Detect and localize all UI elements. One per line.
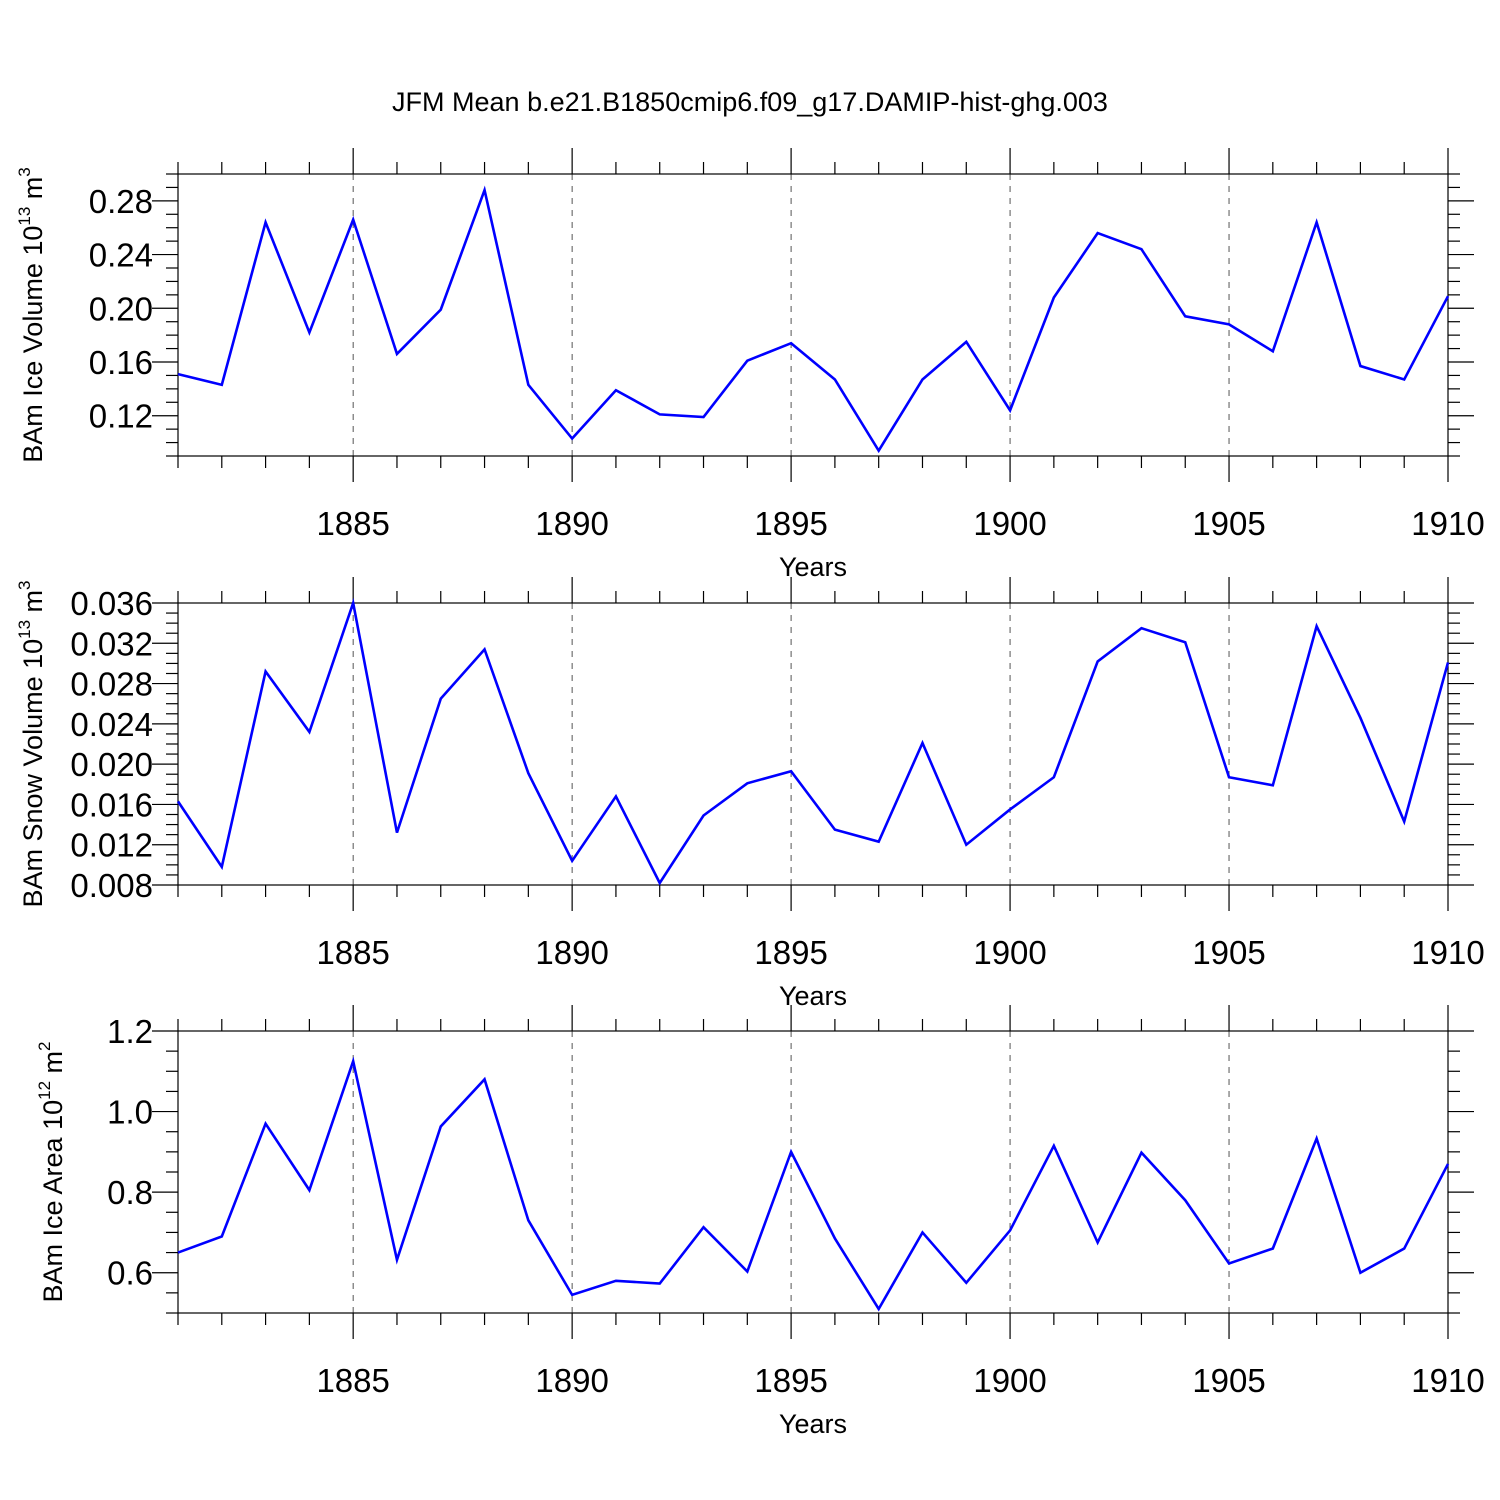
y-axis-title: BAm Snow Volume 1013 m3: [15, 580, 48, 907]
y-tick-label: 0.028: [70, 666, 153, 703]
x-tick-label: 1905: [1192, 505, 1265, 542]
y-tick-label: 0.024: [70, 706, 153, 743]
x-tick-label: 1910: [1411, 505, 1484, 542]
y-axis-title-exp: 12: [35, 1081, 54, 1100]
y-tick-label: 0.28: [89, 183, 153, 220]
y-axis-title-unit-exp: 3: [15, 167, 34, 176]
figure-title: JFM Mean b.e21.B1850cmip6.f09_g17.DAMIP-…: [392, 87, 1108, 117]
plot-frame: [177, 1030, 1449, 1314]
y-axis-title-unit-exp: 2: [35, 1042, 54, 1051]
y-axis-title-main: BAm Ice Area 10: [38, 1100, 68, 1303]
x-tick-label: 1890: [535, 505, 608, 542]
x-tick-label: 1895: [754, 934, 827, 971]
y-axis-title-unit-exp: 3: [15, 580, 34, 589]
plot-frame: [177, 602, 1449, 886]
panel-ice-volume: 0.12 0.16 0.20 0.24 0.28 1885 1890 1895 1900 1905…: [15, 148, 1485, 582]
x-tick-label: 1885: [316, 934, 389, 971]
plot-frame: [177, 173, 1449, 457]
x-tick-label: 1895: [754, 1362, 827, 1399]
y-axis-title-main: BAm Snow Volume 10: [18, 639, 48, 908]
y-tick-label: 0.16: [89, 344, 153, 381]
y-tick-label: 0.6: [107, 1255, 153, 1292]
panel-ice-area: 0.6 0.8 1.0 1.2 1885 1890 1895 1900 1905 1910 Year…: [35, 1005, 1485, 1439]
y-tick-label: 0.036: [70, 585, 153, 622]
x-tick-label: 1910: [1411, 1362, 1484, 1399]
x-tick-label: 1900: [973, 1362, 1046, 1399]
x-tick-label: 1900: [973, 505, 1046, 542]
series-line: [177, 185, 1450, 454]
x-axis-title: Years: [779, 1409, 847, 1439]
x-tick-label: 1900: [973, 934, 1046, 971]
x-axis-title: Years: [779, 552, 847, 582]
y-tick-label: 0.20: [89, 290, 153, 327]
y-tick-label: 0.032: [70, 625, 153, 662]
x-tick-label: 1910: [1411, 934, 1484, 971]
x-tick-label: 1885: [316, 1362, 389, 1399]
y-tick-label: 1.0: [107, 1094, 153, 1131]
y-axis-title-unit: m: [18, 590, 48, 620]
y-axis-title-main: BAm Ice Volume 10: [18, 226, 48, 463]
y-tick-label: 1.2: [107, 1013, 153, 1050]
x-tick-label: 1905: [1192, 934, 1265, 971]
y-axis-title-exp: 13: [15, 620, 34, 639]
y-tick-label: 0.12: [89, 398, 153, 435]
y-tick-label: 0.016: [70, 786, 153, 823]
y-axis-title-exp: 13: [15, 207, 34, 226]
y-tick-label: 0.24: [89, 237, 153, 274]
x-tick-label: 1885: [316, 505, 389, 542]
y-tick-label: 0.020: [70, 746, 153, 783]
x-tick-label: 1895: [754, 505, 827, 542]
y-tick-label: 0.008: [70, 867, 153, 904]
x-axis-title: Years: [779, 981, 847, 1011]
y-tick-label: 0.8: [107, 1174, 153, 1211]
x-tick-label: 1890: [535, 1362, 608, 1399]
y-tick-label: 0.012: [70, 827, 153, 864]
series-line: [177, 1056, 1450, 1312]
x-tick-label: 1890: [535, 934, 608, 971]
y-axis-title: BAm Ice Area 1012 m2: [35, 1042, 68, 1303]
y-axis-title: BAm Ice Volume 1013 m3: [15, 167, 48, 463]
y-axis-title-unit: m: [18, 177, 48, 207]
series-line: [176, 597, 1450, 886]
x-tick-label: 1905: [1192, 1362, 1265, 1399]
y-axis-title-unit: m: [38, 1051, 68, 1081]
